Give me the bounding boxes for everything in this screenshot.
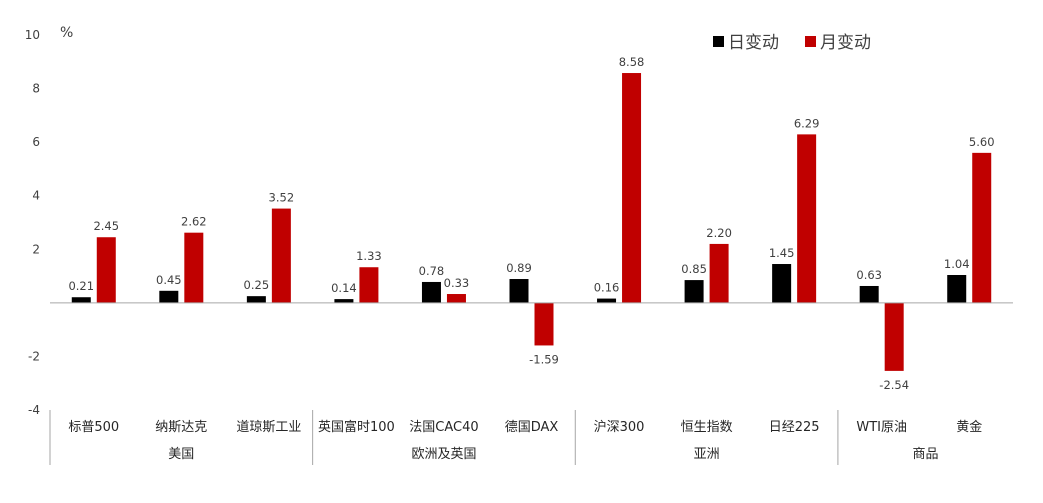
bar-monthly <box>271 208 291 303</box>
category-label: 德国DAX <box>505 420 559 435</box>
y-tick-label: -4 <box>28 403 40 417</box>
bar-daily <box>947 275 967 303</box>
bar-monthly <box>534 302 554 346</box>
bar-monthly <box>884 302 904 371</box>
y-tick-label: -2 <box>28 349 40 363</box>
legend: 日变动 月变动 <box>713 33 871 53</box>
data-label: 2.62 <box>181 215 207 229</box>
group-label: 亚洲 <box>694 447 720 462</box>
bar-daily <box>246 296 266 303</box>
bar-monthly <box>446 294 466 303</box>
bar-monthly <box>359 267 379 303</box>
y-tick-label: 10 <box>25 28 40 42</box>
bar-daily <box>421 281 441 303</box>
y-axis-ticks: -4 -2 2 4 6 8 10 <box>25 28 40 417</box>
category-label: 沪深300 <box>594 419 645 435</box>
data-label: 8.58 <box>619 55 645 69</box>
bar-daily <box>71 297 91 303</box>
category-label: 黄金 <box>956 419 982 435</box>
bar-monthly <box>622 73 642 303</box>
bar-daily <box>597 298 617 303</box>
legend-swatch <box>713 36 724 47</box>
bar-monthly <box>96 237 116 303</box>
category-label: 纳斯达克 <box>155 420 207 435</box>
data-label: 2.20 <box>706 226 732 240</box>
bar-daily <box>684 280 704 303</box>
y-tick-label: 6 <box>32 135 40 149</box>
legend-label: 日变动 <box>728 33 779 53</box>
bar-daily <box>334 299 354 303</box>
y-unit-label: % <box>60 25 73 41</box>
bars <box>71 73 992 371</box>
category-label: 标普500 <box>68 420 119 435</box>
category-axis: 标普500 纳斯达克 道琼斯工业 英国富时100 法国CAC40 德国DAX 沪深300 恒生… <box>68 419 982 435</box>
group-label: 欧洲及英国 <box>411 447 476 462</box>
data-label: -2.54 <box>879 378 909 392</box>
category-label: 法国CAC40 <box>409 420 478 435</box>
bar-daily <box>509 279 529 303</box>
bar-daily <box>772 264 792 303</box>
bar-daily <box>159 290 179 303</box>
data-label: 1.33 <box>356 249 382 263</box>
legend-label: 月变动 <box>820 33 871 53</box>
data-label: 2.45 <box>93 219 119 233</box>
group-label: 商品 <box>912 447 938 462</box>
y-tick-label: 4 <box>32 189 40 203</box>
y-tick-label: 2 <box>32 242 40 256</box>
category-label: 日经225 <box>769 420 820 435</box>
data-label: 0.85 <box>681 262 707 276</box>
data-label: 0.78 <box>419 264 445 278</box>
bar-monthly <box>972 152 992 303</box>
data-label: 0.14 <box>331 281 357 295</box>
bar-monthly <box>184 232 204 303</box>
category-label: 恒生指数 <box>681 420 733 435</box>
data-label: 0.16 <box>594 281 620 295</box>
bar-daily <box>859 285 879 303</box>
data-label: 1.45 <box>769 246 795 260</box>
bar-monthly <box>797 134 817 303</box>
data-label: 5.60 <box>969 135 995 149</box>
data-label: 0.25 <box>244 278 270 292</box>
data-label: 3.52 <box>269 191 295 205</box>
category-label: 英国富时100 <box>318 419 395 435</box>
data-label: -1.59 <box>529 352 559 366</box>
data-label: 0.89 <box>506 261 532 275</box>
group-label: 美国 <box>168 447 194 462</box>
data-label: 0.45 <box>156 273 182 287</box>
data-label: 0.63 <box>856 268 882 282</box>
data-label: 1.04 <box>944 257 970 271</box>
data-label: 0.33 <box>444 276 470 290</box>
legend-swatch <box>805 36 816 47</box>
data-label: 0.21 <box>68 279 94 293</box>
category-label: 道琼斯工业 <box>236 420 301 435</box>
y-tick-label: 8 <box>32 82 40 96</box>
bar-monthly <box>709 243 729 303</box>
data-label: 6.29 <box>794 116 820 130</box>
category-label: WTI原油 <box>856 420 907 435</box>
data-labels: 0.21 0.45 0.25 0.14 0.78 0.89 0.16 0.85 1.45 0.63… <box>68 55 994 392</box>
group-axis: 美国 欧洲及英国 亚洲 商品 <box>49 410 938 465</box>
